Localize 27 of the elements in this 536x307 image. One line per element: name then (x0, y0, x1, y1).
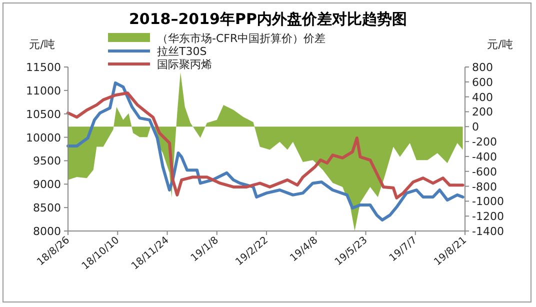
y-tick-label: 10000 (26, 131, 61, 144)
legend-label: 拉丝T30S (157, 45, 207, 58)
y-axis-title: 元/吨 (29, 38, 55, 51)
y2-tick-label: 400 (472, 90, 493, 104)
legend-label: 国际聚丙烯 (157, 58, 212, 71)
line-series (66, 92, 464, 200)
y2-tick-label: -1000 (472, 195, 504, 208)
y2-axis-title: 元/吨 (487, 38, 513, 51)
y2-tick-label: -200 (472, 136, 497, 149)
y2-tick-label: -1400 (472, 225, 504, 238)
y2-tick-label: -600 (472, 165, 497, 178)
y-tick-label: 9500 (33, 154, 61, 168)
y-tick-label: 8000 (33, 225, 61, 238)
y-tick-label: 10500 (26, 108, 61, 121)
legend-label: （华东市场-CFR中国折算价）价差 (157, 32, 326, 45)
y-tick-label: 11500 (26, 61, 61, 74)
chart-title: 2018–2019年PP内外盘价差对比趋势图 (129, 10, 407, 28)
y2-tick-label: 200 (472, 106, 493, 119)
y2-tick-label: -800 (472, 180, 497, 194)
y2-tick-label: 800 (472, 61, 493, 74)
y2-tick-label: -1200 (472, 210, 504, 224)
y-tick-label: 9000 (33, 178, 61, 192)
y-tick-label: 11000 (26, 84, 61, 98)
y2-tick-label: 600 (472, 76, 493, 89)
y2-tick-label: 0 (472, 120, 479, 134)
y2-tick-label: -400 (472, 150, 497, 164)
y-tick-label: 8500 (33, 202, 61, 215)
